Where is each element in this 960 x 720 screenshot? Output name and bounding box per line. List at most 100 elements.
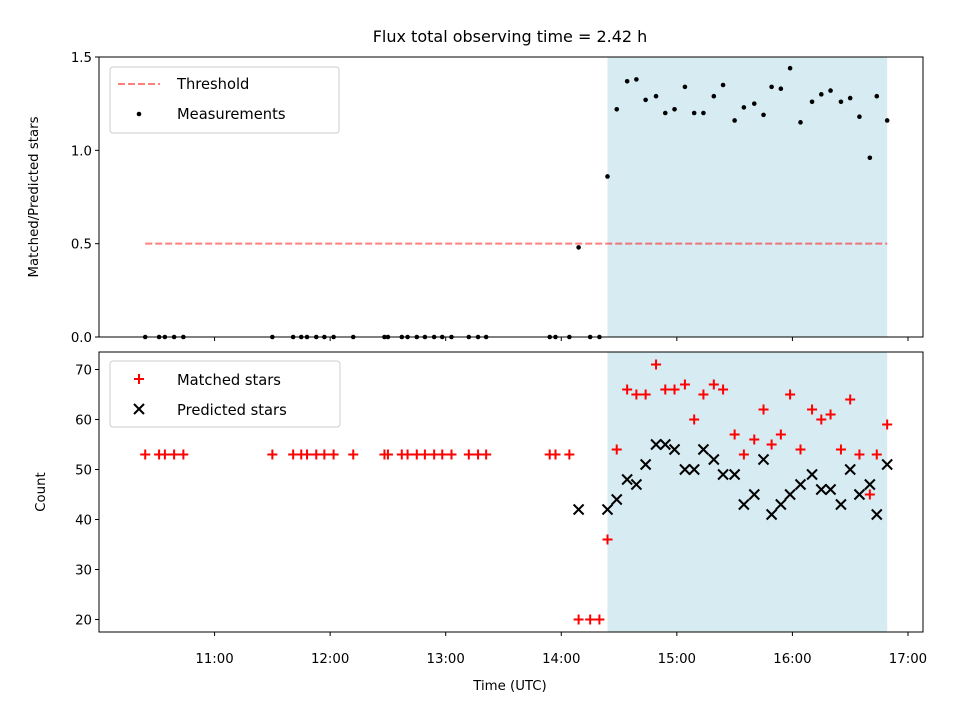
axes-frame: [98, 56, 924, 338]
matched-star-point: [602, 534, 613, 545]
legend-predicted-label: Predicted stars: [177, 402, 287, 419]
top-legend: Threshold Measurements: [109, 66, 340, 134]
matched-star-point: [708, 379, 719, 390]
predicted-star-point: [679, 463, 691, 476]
legend-threshold-label: Threshold: [176, 76, 249, 93]
matched-star-point: [573, 614, 584, 625]
predicted-star-point: [806, 468, 818, 481]
y-tick-label: 0.5: [71, 238, 92, 253]
matched-star-point: [140, 449, 151, 460]
predicted-star-point: [688, 463, 700, 476]
bottom-shaded-region: [607, 352, 888, 632]
matched-star-point: [845, 394, 856, 405]
matched-star-point: [178, 449, 189, 460]
measurement-point: [761, 112, 766, 118]
predicted-star-point: [639, 458, 652, 471]
measurement-point: [787, 65, 793, 71]
y-tick-label: 60: [75, 414, 92, 429]
matched-star-point: [611, 444, 622, 455]
measurement-point: [751, 101, 757, 106]
matched-star-point: [795, 444, 806, 455]
x-tick-label: 12:00: [311, 652, 349, 667]
matched-star-point: [319, 449, 330, 460]
matched-star-point: [419, 449, 430, 460]
matched-star-point: [267, 449, 278, 460]
predicted-star-point: [794, 478, 807, 491]
x-tick-label: 16:00: [773, 652, 811, 667]
predicted-star-point: [844, 463, 856, 476]
matched-star-point: [348, 449, 359, 460]
legend-matched-label: Matched stars: [177, 372, 281, 389]
matched-star-point: [159, 449, 170, 460]
matched-star-point: [749, 434, 760, 445]
measurement-point: [691, 110, 697, 116]
predicted-star-point: [784, 488, 796, 501]
measurement-point: [624, 78, 630, 84]
predicted-star-point: [659, 438, 671, 451]
top-axes: 0.0 0.5 1.0 1.5: [71, 51, 924, 346]
bottom-star-points: [140, 359, 893, 625]
matched-star-point: [463, 449, 474, 460]
matched-star-point: [689, 414, 700, 425]
measurement-point: [711, 93, 717, 99]
matched-star-point: [871, 449, 882, 460]
y-tick-label: 1.5: [71, 51, 92, 66]
measurement-point: [701, 110, 706, 116]
measurement-point: [819, 92, 824, 97]
matched-star-point: [640, 389, 651, 400]
measurement-point: [884, 118, 890, 123]
matched-star-point: [785, 389, 796, 400]
matched-star-point: [564, 449, 575, 460]
predicted-star-point: [881, 458, 893, 471]
matched-star-point: [864, 489, 875, 500]
predicted-star-point: [708, 453, 720, 466]
matched-star-point: [594, 614, 605, 625]
matched-star-point: [550, 449, 561, 460]
measurement-point: [798, 120, 803, 125]
matched-star-point: [446, 449, 457, 460]
y-tick-label: 40: [75, 514, 92, 529]
legend-measurements-swatch: [136, 111, 142, 117]
predicted-star-point: [601, 503, 614, 516]
matched-star-point: [698, 389, 709, 400]
predicted-star-point: [748, 488, 760, 501]
predicted-star-point: [630, 478, 643, 491]
predicted-star-point: [650, 438, 662, 451]
predicted-star-point: [835, 498, 847, 511]
bottom-legend: Matched stars Predicted stars: [109, 360, 341, 428]
measurement-point: [828, 88, 833, 93]
measurement-point: [662, 110, 668, 116]
matched-star-point: [169, 449, 180, 460]
measurement-point: [672, 106, 677, 112]
matched-star-point: [807, 404, 818, 415]
matched-star-point: [669, 384, 680, 395]
measurement-point: [682, 84, 688, 90]
predicted-star-point: [853, 488, 866, 501]
measurement-point: [847, 95, 853, 101]
predicted-star-point: [717, 468, 729, 481]
x-tick-label: 14:00: [542, 652, 580, 667]
matched-star-point: [328, 449, 339, 460]
axes-frame: [98, 351, 924, 633]
bottom-axes: 20 30 40 50 60 70 11:00 12:00 13:00 14:00 15:00 16:…: [75, 351, 927, 667]
predicted-star-point: [824, 483, 837, 496]
matched-star-point: [651, 359, 662, 370]
matched-star-point: [729, 429, 740, 440]
top-panel: 0.0 0.5 1.0 1.5 Matched/Predicted stars Thr…: [27, 51, 924, 346]
matched-star-point: [585, 614, 596, 625]
matched-star-point: [481, 449, 492, 460]
measurement-point: [643, 97, 648, 103]
bottom-y-axis-label: Count: [34, 472, 49, 512]
top-shaded-region: [607, 57, 888, 337]
predicted-star-point: [815, 483, 828, 496]
measurement-point: [732, 118, 737, 123]
measurement-point: [720, 82, 726, 88]
legend-predicted-swatch: [133, 403, 145, 415]
predicted-star-point: [611, 493, 623, 506]
matched-star-point: [382, 449, 393, 460]
predicted-star-point: [757, 453, 770, 466]
legend-matched-swatch: [134, 374, 144, 384]
bottom-panel: 20 30 40 50 60 70 11:00 12:00 13:00 14:00 15:00 16:…: [34, 351, 927, 694]
x-tick-label: 17:00: [889, 652, 927, 667]
measurement-point: [778, 86, 784, 92]
